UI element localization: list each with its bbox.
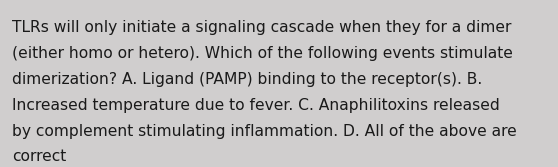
- Text: dimerization? A. Ligand (PAMP) binding to the receptor(s). B.: dimerization? A. Ligand (PAMP) binding t…: [12, 72, 483, 87]
- Text: by complement stimulating inflammation. D. All of the above are: by complement stimulating inflammation. …: [12, 124, 517, 139]
- Text: (either homo or hetero). Which of the following events stimulate: (either homo or hetero). Which of the fo…: [12, 46, 513, 61]
- Text: correct: correct: [12, 149, 66, 164]
- Text: TLRs will only initiate a signaling cascade when they for a dimer: TLRs will only initiate a signaling casc…: [12, 20, 512, 35]
- Text: Increased temperature due to fever. C. Anaphilitoxins released: Increased temperature due to fever. C. A…: [12, 98, 500, 113]
